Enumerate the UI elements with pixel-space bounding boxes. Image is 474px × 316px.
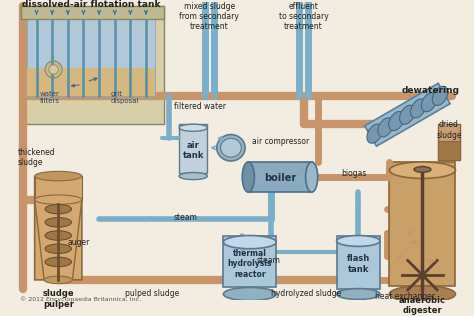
Bar [223, 235, 276, 288]
Text: steam: steam [173, 213, 198, 222]
Ellipse shape [35, 171, 82, 181]
Ellipse shape [45, 257, 72, 267]
Ellipse shape [45, 61, 62, 78]
Text: biogas: biogas [341, 169, 366, 179]
Text: pulped sludge: pulped sludge [126, 289, 180, 298]
Ellipse shape [179, 173, 207, 179]
Ellipse shape [390, 286, 456, 302]
Ellipse shape [432, 86, 448, 106]
Ellipse shape [378, 118, 393, 137]
Text: filtered water: filtered water [174, 102, 226, 112]
Ellipse shape [414, 167, 431, 172]
Ellipse shape [49, 65, 58, 74]
Ellipse shape [35, 195, 82, 204]
Bar [337, 235, 380, 289]
Ellipse shape [45, 244, 72, 253]
Ellipse shape [223, 235, 276, 249]
Text: mixed sludge
from secondary
treatment: mixed sludge from secondary treatment [179, 2, 239, 31]
Text: thickened
sludge: thickened sludge [18, 148, 55, 167]
Bar [35, 176, 82, 200]
Ellipse shape [217, 135, 245, 161]
Polygon shape [27, 13, 155, 96]
Ellipse shape [45, 231, 72, 240]
Text: heat exchanger: heat exchanger [374, 292, 435, 301]
Bar [248, 162, 312, 192]
Ellipse shape [45, 218, 72, 227]
Text: auger: auger [68, 238, 90, 246]
Text: grit
disposal: grit disposal [110, 91, 139, 104]
Ellipse shape [389, 112, 404, 131]
Polygon shape [35, 200, 82, 280]
Bar [390, 162, 456, 286]
Text: air
tank: air tank [182, 141, 204, 160]
Ellipse shape [242, 162, 255, 192]
Text: steam: steam [256, 256, 280, 265]
Text: dissolved-air flotation tank: dissolved-air flotation tank [22, 0, 161, 9]
Ellipse shape [179, 124, 207, 131]
Ellipse shape [337, 235, 380, 246]
Text: flash
tank: flash tank [346, 254, 370, 274]
Text: © 2012 Encyclopaedia Britannica, Inc.: © 2012 Encyclopaedia Britannica, Inc. [19, 297, 141, 302]
Bar [20, 6, 164, 124]
Bar [179, 124, 207, 173]
Polygon shape [35, 176, 82, 280]
Polygon shape [27, 68, 155, 96]
Text: effluent
to secondary
treatment: effluent to secondary treatment [279, 2, 328, 31]
Bar [438, 141, 460, 160]
Text: sludge
pulper: sludge pulper [43, 289, 74, 309]
Ellipse shape [410, 99, 426, 118]
Text: air compressor: air compressor [252, 137, 309, 146]
Ellipse shape [337, 289, 380, 300]
Ellipse shape [390, 162, 456, 179]
Ellipse shape [44, 276, 73, 284]
Text: dried
sludge: dried sludge [436, 120, 462, 140]
Ellipse shape [45, 204, 72, 214]
Bar [438, 124, 460, 160]
Text: boiler: boiler [264, 173, 296, 183]
Bar [20, 6, 164, 20]
Text: hydrolyzed sludge: hydrolyzed sludge [271, 289, 342, 298]
Ellipse shape [400, 105, 415, 124]
Text: water
filters: water filters [39, 91, 59, 104]
Text: anaerobic
digester: anaerobic digester [399, 296, 446, 315]
Ellipse shape [367, 124, 383, 143]
Ellipse shape [223, 288, 276, 301]
Ellipse shape [220, 138, 241, 157]
Polygon shape [365, 83, 450, 146]
Ellipse shape [306, 162, 318, 192]
Ellipse shape [421, 93, 437, 112]
Text: dewatering: dewatering [402, 87, 460, 95]
Text: thermal
hydrolysis
reactor: thermal hydrolysis reactor [228, 249, 272, 279]
